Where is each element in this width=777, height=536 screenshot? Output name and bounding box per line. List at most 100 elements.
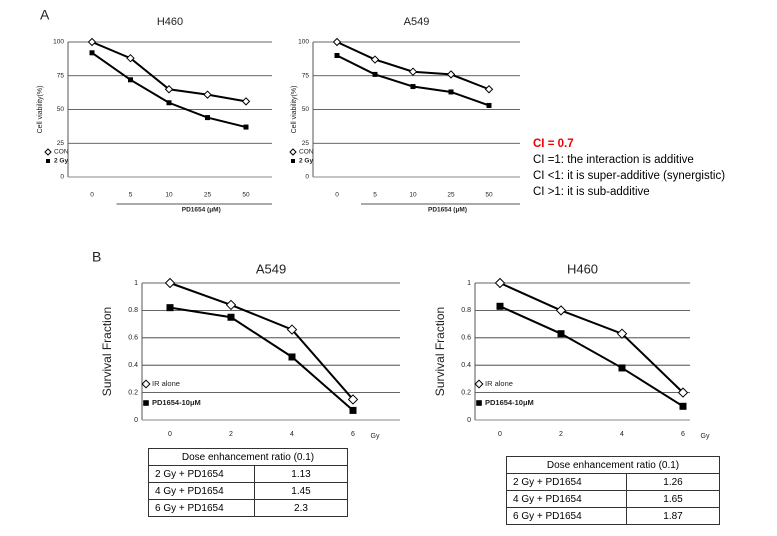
legend-label: CON [54, 149, 69, 156]
marker [243, 124, 249, 130]
chart-title: H460 [157, 16, 183, 28]
marker [679, 402, 687, 410]
y-tick-label: 75 [302, 72, 310, 79]
x-axis-label: PD1654 (μM) [428, 207, 467, 214]
legend-label: IR alone [152, 379, 180, 388]
marker [241, 97, 251, 106]
x-tick-label: 0 [498, 431, 502, 438]
marker [496, 302, 504, 310]
marker [618, 364, 626, 372]
x-tick-label: 10 [409, 192, 417, 199]
marker [446, 70, 456, 79]
y-tick-label: 75 [57, 72, 65, 79]
marker [555, 305, 567, 316]
chart-title: A549 [404, 16, 430, 28]
table-cell: 2 Gy + PD1654 [148, 465, 255, 483]
y-tick-label: 0 [134, 417, 138, 424]
legend-marker [44, 148, 52, 156]
series-line [336, 41, 490, 91]
marker [494, 277, 506, 289]
marker [286, 324, 298, 335]
marker [203, 90, 212, 99]
legend-label: 2 Gy [299, 158, 313, 165]
x-tick-label: 6 [351, 431, 355, 438]
y-tick-label: 0.6 [128, 335, 138, 342]
x-tick-label: 0 [90, 192, 94, 199]
marker [166, 100, 172, 106]
marker [126, 53, 135, 63]
y-axis-label: Cell viability(%) [291, 86, 298, 134]
x-tick-label: 6 [681, 431, 685, 438]
series-line [169, 282, 354, 401]
panel-label: B [92, 249, 101, 265]
x-tick-label: 2 [229, 431, 233, 438]
x-axis-label: PD1654 (μM) [182, 207, 221, 214]
y-tick-label: 0.4 [461, 362, 471, 369]
series-line [499, 282, 684, 394]
x-tick-label: 0 [335, 192, 339, 199]
y-tick-label: 0.6 [461, 335, 471, 342]
y-tick-label: 0.4 [128, 362, 138, 369]
note-title: CI = 0.7 [533, 138, 574, 150]
legend-label: 2 Gy [54, 158, 68, 165]
marker [288, 353, 296, 361]
table-cell: 6 Gy + PD1654 [148, 499, 255, 517]
y-tick-label: 0 [60, 174, 64, 181]
y-tick-label: 0.8 [461, 307, 471, 314]
panel-label: A [40, 7, 50, 23]
marker [227, 313, 235, 321]
marker [205, 115, 210, 121]
marker [484, 85, 494, 94]
marker [410, 84, 416, 90]
x-tick-label: 4 [290, 431, 294, 438]
table-cell: 4 Gy + PD1654 [148, 482, 255, 500]
x-tick-label: 2 [559, 431, 563, 438]
y-tick-label: 50 [302, 106, 310, 113]
table-cell: 1.45 [254, 482, 348, 500]
marker [349, 406, 357, 414]
marker [164, 85, 174, 94]
y-tick-label: 0 [305, 174, 309, 181]
marker [89, 50, 95, 56]
legend-label: IR alone [485, 379, 513, 388]
y-tick-label: 0.2 [128, 389, 138, 396]
legend-marker [143, 400, 149, 406]
x-tick-label: 25 [447, 192, 455, 199]
marker [448, 89, 454, 95]
legend-marker [289, 148, 297, 156]
marker [225, 299, 237, 311]
series-line [169, 306, 354, 412]
x-axis-label: Gy [701, 433, 710, 440]
table-cell: 1.13 [254, 465, 348, 483]
y-tick-label: 25 [57, 140, 65, 147]
y-tick-label: 0 [467, 417, 471, 424]
y-tick-label: 50 [57, 106, 65, 113]
table-cell: 1.26 [626, 473, 720, 491]
note-line: CI =1: the interaction is additive [533, 154, 694, 166]
x-tick-label: 10 [165, 192, 173, 199]
y-tick-label: 0.8 [128, 307, 138, 314]
marker [164, 277, 176, 289]
x-axis-label: Gy [371, 433, 380, 440]
y-tick-label: 25 [302, 140, 310, 147]
legend-label: PD1654-10μM [485, 398, 534, 407]
marker [347, 394, 359, 405]
y-tick-label: 0.2 [461, 389, 471, 396]
marker [334, 53, 340, 58]
marker [128, 77, 133, 83]
marker [557, 330, 565, 338]
table-cell: Dose enhancement ratio (0.1) [148, 448, 348, 466]
marker [332, 37, 342, 47]
table-cell: 1.65 [626, 490, 720, 508]
marker [370, 55, 380, 64]
legend-label: CON [299, 149, 314, 156]
legend-marker [474, 379, 484, 389]
x-tick-label: 4 [620, 431, 624, 438]
chart-title: H460 [567, 261, 598, 276]
marker [616, 328, 628, 339]
notes: CI = 0.7 CI =1: the interaction is addit… [533, 136, 725, 200]
table: Dose enhancement ratio (0.1) 2 Gy + PD165… [506, 456, 720, 525]
x-tick-label: 5 [373, 192, 377, 199]
note-line: CI <1: it is super-additive (synergistic… [533, 170, 726, 182]
marker [372, 71, 378, 77]
